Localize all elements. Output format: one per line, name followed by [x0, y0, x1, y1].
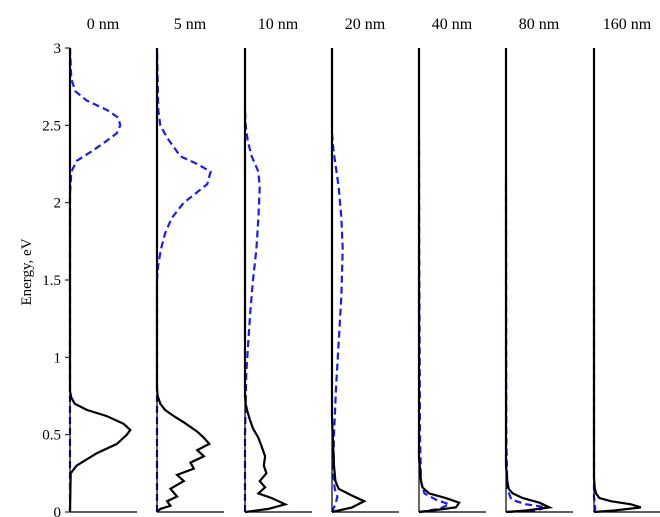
panel-4: 20 nm — [330, 16, 399, 514]
y-tick-label: 1 — [54, 350, 62, 366]
dashed-series-line — [417, 140, 453, 514]
panel-title: 40 nm — [432, 16, 473, 33]
panel-title: 5 nm — [174, 16, 207, 33]
solid-series-line — [243, 48, 289, 514]
panel-7: 160 nm — [592, 16, 660, 514]
y-tick-label: 0.5 — [42, 428, 61, 444]
panel-title: 80 nm — [519, 16, 560, 33]
dashed-series-line — [243, 109, 261, 512]
y-tick-label: 2.5 — [42, 118, 61, 134]
y-tick-label: 2 — [54, 196, 62, 212]
dashed-series-line — [68, 47, 122, 512]
dashed-series-line — [504, 179, 547, 514]
panel-5: 40 nm — [417, 16, 486, 514]
panel-6: 80 nm — [504, 16, 573, 514]
dashed-series-line — [330, 133, 344, 513]
solid-series-line — [592, 48, 642, 514]
solid-series-line — [68, 48, 132, 513]
panel-1: 0 nm — [68, 16, 137, 513]
panel-title: 20 nm — [345, 16, 386, 33]
panel-3: 10 nm — [243, 16, 312, 514]
solid-series-line — [330, 48, 367, 514]
y-axis: 0 0.5 1 1.5 2 2.5 3 — [42, 41, 70, 517]
y-axis-label: Energy, eV — [19, 238, 35, 305]
y-tick-label: 1.5 — [42, 273, 61, 289]
y-tick-label: 3 — [54, 41, 62, 57]
panel-title: 160 nm — [603, 16, 652, 33]
solid-series-line — [417, 48, 461, 514]
dashed-series-line — [155, 47, 212, 512]
solid-series-line — [504, 48, 554, 514]
panel-2: 5 nm — [155, 16, 224, 513]
panel-title: 10 nm — [258, 16, 299, 33]
dashed-series-line — [592, 280, 597, 513]
panel-title: 0 nm — [87, 16, 120, 33]
panels: 0 nm 5 nm 10 nm 20 nm 40 nm 80 nm 160 nm — [68, 16, 660, 514]
solid-series-line — [155, 48, 212, 513]
y-tick-label: 0 — [54, 505, 62, 517]
